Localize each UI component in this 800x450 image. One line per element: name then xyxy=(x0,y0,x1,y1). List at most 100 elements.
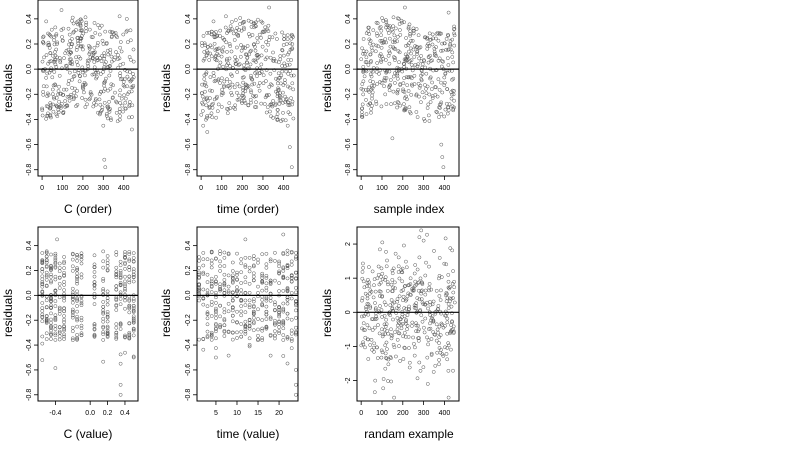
data-point xyxy=(452,300,457,305)
data-point xyxy=(115,100,119,105)
data-point xyxy=(75,254,79,259)
data-point xyxy=(228,106,233,111)
data-point xyxy=(117,93,122,98)
data-point xyxy=(257,88,262,93)
data-point xyxy=(398,28,402,32)
data-point xyxy=(205,322,210,327)
data-point xyxy=(102,54,107,59)
data-point xyxy=(78,37,83,41)
data-point xyxy=(233,59,238,63)
data-point xyxy=(390,271,395,276)
data-point xyxy=(46,40,51,45)
data-point xyxy=(294,299,298,304)
data-point xyxy=(282,33,287,38)
data-point xyxy=(201,296,206,300)
data-point xyxy=(79,44,84,49)
y-axis-label: residuals xyxy=(159,289,173,337)
data-point xyxy=(422,95,427,100)
data-point xyxy=(131,327,136,332)
data-point xyxy=(62,334,66,339)
data-point xyxy=(448,331,452,336)
data-point xyxy=(60,38,65,43)
data-point xyxy=(40,289,45,294)
data-point xyxy=(57,337,62,342)
data-point xyxy=(128,38,133,43)
data-point xyxy=(380,350,385,355)
data-point xyxy=(433,363,438,368)
data-point xyxy=(439,48,443,53)
data-point xyxy=(424,86,428,91)
data-point xyxy=(387,69,392,74)
data-point xyxy=(205,316,210,321)
data-point xyxy=(79,303,84,308)
data-point xyxy=(384,18,388,22)
data-point xyxy=(388,303,393,308)
data-point xyxy=(289,346,294,351)
data-point xyxy=(77,79,82,84)
data-point xyxy=(118,45,122,50)
data-point xyxy=(53,251,58,256)
data-point xyxy=(218,252,222,256)
data-point xyxy=(222,283,227,288)
data-point xyxy=(60,101,64,106)
data-point xyxy=(445,292,449,296)
y-tick-label: -0.2 xyxy=(185,314,192,326)
data-point xyxy=(445,357,450,362)
data-point xyxy=(407,60,412,65)
data-point xyxy=(44,116,48,121)
data-point xyxy=(248,88,253,93)
data-point xyxy=(53,338,58,342)
data-point xyxy=(55,237,59,242)
data-point xyxy=(235,251,239,256)
data-point xyxy=(438,298,443,302)
data-point xyxy=(243,68,248,72)
data-point xyxy=(101,338,106,342)
data-point xyxy=(118,275,123,279)
data-point xyxy=(264,265,269,270)
data-point xyxy=(363,345,367,350)
data-point xyxy=(212,41,217,46)
data-point xyxy=(450,311,454,316)
data-point xyxy=(243,255,248,260)
data-point xyxy=(46,113,50,118)
data-point xyxy=(127,305,132,310)
data-point xyxy=(421,58,426,62)
data-point xyxy=(430,314,435,319)
data-point xyxy=(70,286,75,291)
data-point xyxy=(384,322,389,326)
data-point xyxy=(101,249,106,254)
data-point xyxy=(437,105,441,110)
data-point xyxy=(44,258,49,262)
data-point xyxy=(89,92,94,97)
data-point xyxy=(429,351,434,356)
data-point xyxy=(79,318,84,323)
data-point xyxy=(70,338,75,342)
data-point xyxy=(197,266,201,270)
data-point xyxy=(104,113,109,118)
data-point xyxy=(218,259,222,264)
data-point xyxy=(422,330,427,335)
data-point xyxy=(423,292,428,297)
data-point xyxy=(57,311,62,316)
data-point xyxy=(417,46,422,50)
data-point xyxy=(294,276,298,281)
data-point xyxy=(434,85,438,90)
data-point xyxy=(230,93,234,98)
data-point xyxy=(53,25,58,30)
data-point xyxy=(48,105,53,110)
data-point xyxy=(439,288,443,293)
x-tick-label: 400 xyxy=(118,185,130,192)
data-point xyxy=(70,15,75,20)
data-point xyxy=(125,84,129,89)
data-point xyxy=(431,330,436,334)
data-point xyxy=(76,19,80,24)
data-point xyxy=(367,32,372,36)
data-point xyxy=(213,55,218,60)
data-point xyxy=(446,343,451,348)
data-point xyxy=(101,276,106,281)
data-point xyxy=(370,103,374,108)
data-point xyxy=(127,102,132,107)
data-point xyxy=(127,298,132,303)
data-point xyxy=(200,91,204,96)
data-point xyxy=(214,30,218,34)
